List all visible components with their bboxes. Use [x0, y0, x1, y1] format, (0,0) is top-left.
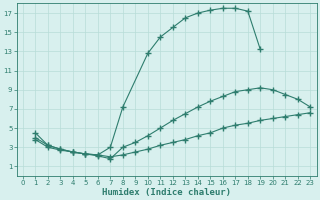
X-axis label: Humidex (Indice chaleur): Humidex (Indice chaleur)	[102, 188, 231, 197]
